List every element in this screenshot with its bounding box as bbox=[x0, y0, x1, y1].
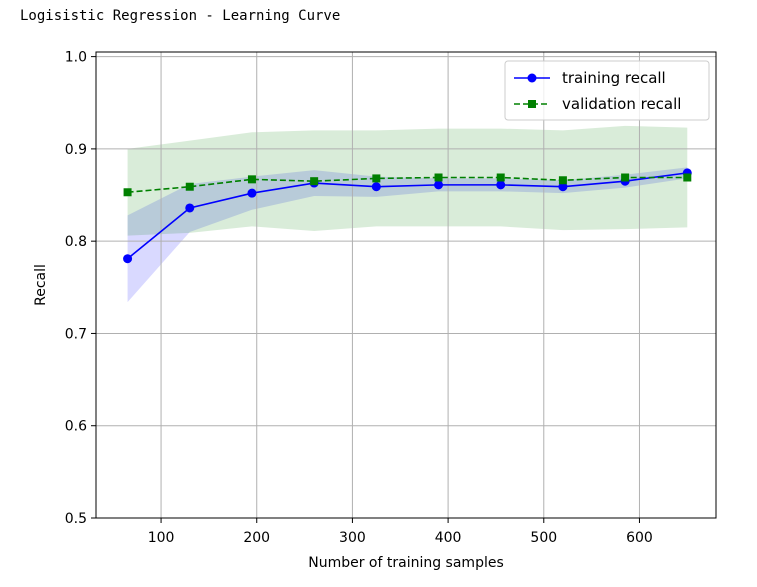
x-tick-label: 100 bbox=[148, 530, 175, 546]
x-axis-label: Number of training samples bbox=[308, 555, 504, 571]
y-axis-label: Recall bbox=[33, 264, 49, 306]
point-validation-recall bbox=[496, 173, 505, 182]
confidence-bands bbox=[127, 125, 688, 303]
point-training-recall bbox=[247, 188, 257, 198]
point-validation-recall bbox=[247, 175, 256, 184]
y-tick-label: 0.9 bbox=[65, 142, 87, 158]
plot-frame bbox=[95, 51, 717, 519]
point-validation-recall bbox=[123, 188, 132, 197]
x-tick-label: 500 bbox=[530, 530, 557, 546]
x-tick-label: 200 bbox=[243, 530, 270, 546]
y-tick-label: 0.6 bbox=[65, 419, 87, 435]
legend-marker-training-recall bbox=[527, 73, 537, 83]
y-tick-label: 0.5 bbox=[65, 511, 87, 527]
grid-lines bbox=[96, 52, 716, 519]
point-training-recall bbox=[496, 180, 506, 190]
legend-label-training-recall: training recall bbox=[562, 69, 666, 87]
point-training-recall bbox=[185, 203, 195, 213]
point-validation-recall bbox=[185, 182, 194, 191]
band-training-recall bbox=[127, 167, 688, 303]
line-validation-recall bbox=[127, 176, 688, 194]
point-validation-recall bbox=[621, 173, 630, 182]
series-markers bbox=[123, 168, 692, 264]
y-tick-label: 0.7 bbox=[65, 326, 87, 342]
x-tick-label: 300 bbox=[339, 530, 366, 546]
series-lines bbox=[127, 172, 688, 260]
point-training-recall bbox=[558, 182, 568, 192]
point-training-recall bbox=[371, 182, 381, 192]
point-validation-recall bbox=[683, 173, 692, 182]
y-tick-label: 0.8 bbox=[65, 234, 87, 250]
y-tick-label: 1.0 bbox=[65, 50, 87, 66]
point-training-recall bbox=[123, 254, 133, 264]
point-validation-recall bbox=[434, 173, 443, 182]
point-validation-recall bbox=[372, 174, 381, 183]
point-validation-recall bbox=[558, 176, 567, 185]
legend: training recall validation recall bbox=[504, 60, 710, 121]
legend-box bbox=[504, 60, 710, 121]
legend-label-validation-recall: validation recall bbox=[562, 95, 681, 113]
x-axis-ticks: 100 200 300 400 500 600 bbox=[148, 518, 653, 546]
legend-marker-validation-recall bbox=[528, 100, 536, 108]
page-title: Logisistic Regression - Learning Curve bbox=[20, 8, 341, 24]
point-validation-recall bbox=[310, 177, 319, 186]
band-validation-recall bbox=[127, 125, 688, 236]
line-training-recall bbox=[127, 172, 688, 260]
x-tick-label: 600 bbox=[626, 530, 653, 546]
point-training-recall bbox=[434, 180, 444, 190]
x-tick-label: 400 bbox=[435, 530, 462, 546]
y-axis-ticks: 0.5 0.6 0.7 0.8 0.9 1.0 bbox=[65, 50, 96, 527]
